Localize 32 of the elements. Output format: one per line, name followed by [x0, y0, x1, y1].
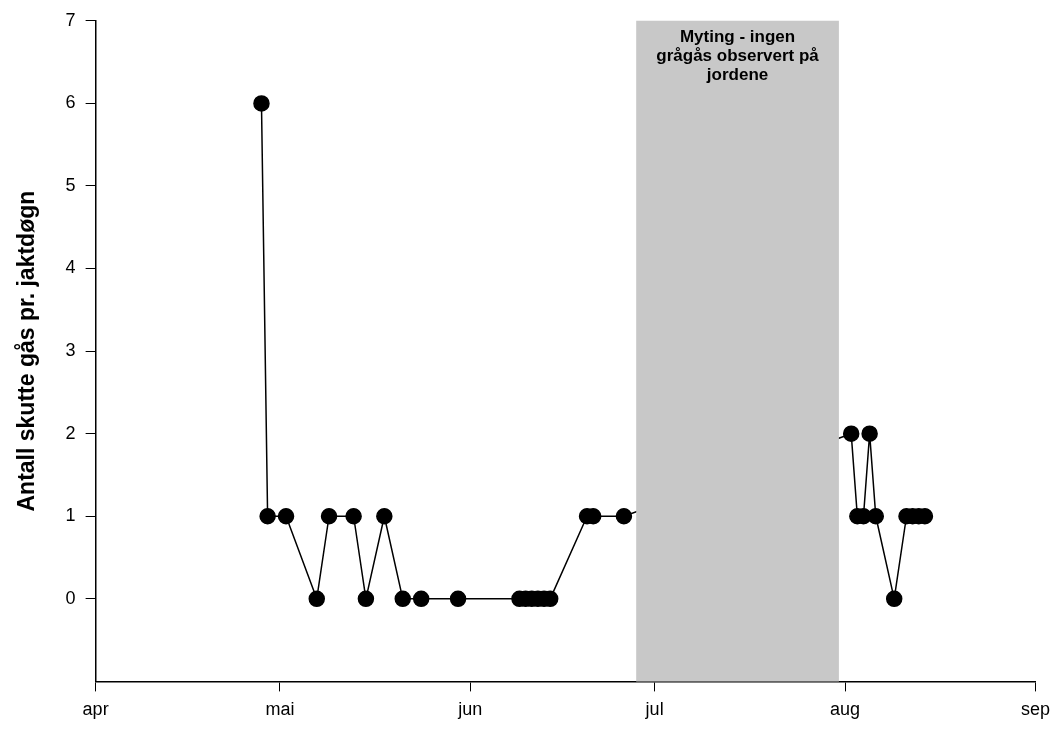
band-label: Myting - ingen grågås observert på jordene [656, 26, 820, 84]
point [885, 590, 903, 608]
x-tick-label: jul [644, 699, 664, 720]
point [308, 590, 326, 608]
point [253, 95, 270, 112]
y-tick-label: 1 [65, 505, 76, 526]
y-tick-label: 5 [65, 174, 76, 195]
point [259, 508, 276, 525]
point [376, 508, 393, 525]
point [320, 508, 338, 525]
point [867, 508, 885, 525]
x-tick-label: jun [457, 699, 483, 720]
point [412, 590, 430, 608]
y-tick-label: 3 [65, 340, 76, 361]
point [345, 508, 362, 525]
point [861, 425, 878, 442]
y-tick-label: 6 [65, 92, 76, 113]
point [615, 508, 633, 525]
y-tick-label: 7 [65, 9, 76, 30]
x-tick-label: aug [830, 699, 861, 720]
point [394, 590, 412, 608]
point [842, 425, 860, 442]
point [277, 508, 295, 525]
point [357, 590, 375, 608]
point [449, 590, 467, 608]
y-tick-label: 2 [65, 422, 76, 443]
x-tick-label: apr [82, 699, 109, 720]
y-axis-title: Antall skutte gås pr. jaktdøgn [13, 190, 40, 512]
y-tick-label: 4 [65, 257, 76, 278]
y-tick-label: 0 [65, 587, 76, 608]
x-tick-label: sep [1020, 699, 1050, 720]
x-tick-label: mai [265, 699, 295, 720]
